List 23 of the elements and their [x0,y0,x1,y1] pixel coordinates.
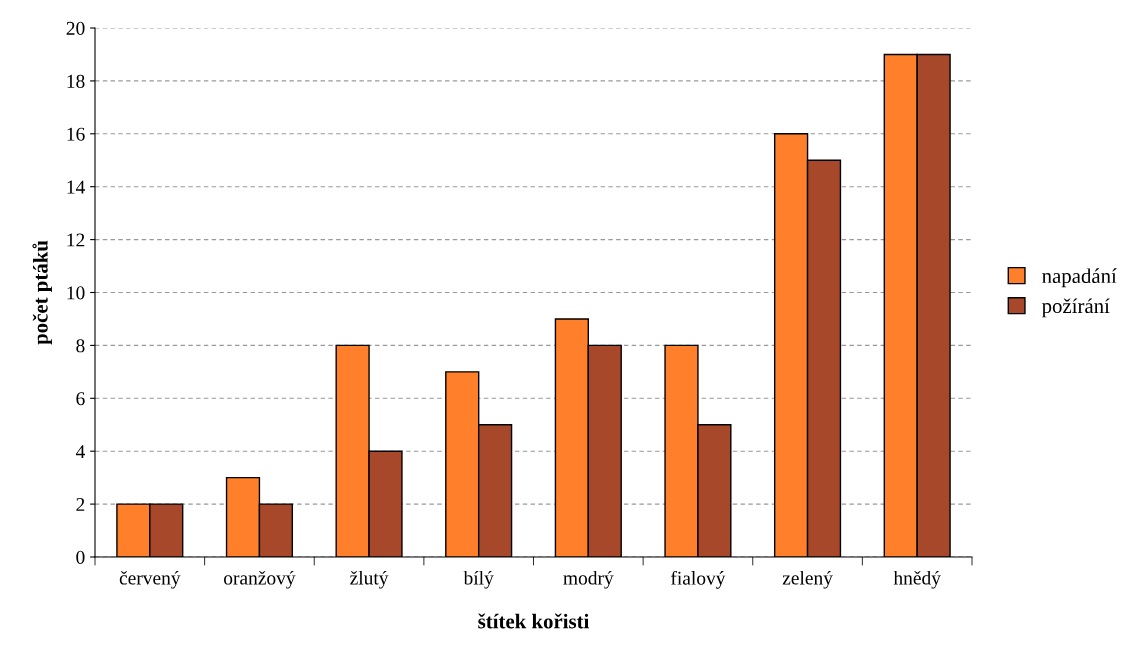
x-tick-label: hnědý [893,570,941,589]
y-tick-label: 4 [75,445,85,458]
y-tick-label: 2 [76,497,85,511]
legend-label: napadání [1042,268,1117,288]
y-tick-label: 6 [76,392,85,406]
legend-label: požírání [1041,298,1110,318]
x-tick-label: bílý [463,570,494,589]
y-tick-label: 12 [67,233,85,247]
y-tick-label: 18 [67,74,85,88]
y-tick-label: 10 [67,286,85,300]
y-tick-label: 14 [67,180,85,194]
x-tick-label: žlutý [350,570,389,589]
x-tick-label: oranžový [224,570,296,589]
y-tick-label: 0 [76,550,85,564]
x-tick-label: fialový [671,570,726,589]
y-tick-label: 16 [67,127,85,141]
x-axis-title: štítek kořisti [478,613,590,629]
x-tick-label: modrý [563,570,614,589]
x-tick-label: červený [119,570,181,589]
y-tick-label: 20 [66,21,85,35]
y-axis-title: počet ptáků [32,240,52,345]
y-tick-label: 8 [76,339,85,353]
x-tick-label: zelený [782,570,833,589]
